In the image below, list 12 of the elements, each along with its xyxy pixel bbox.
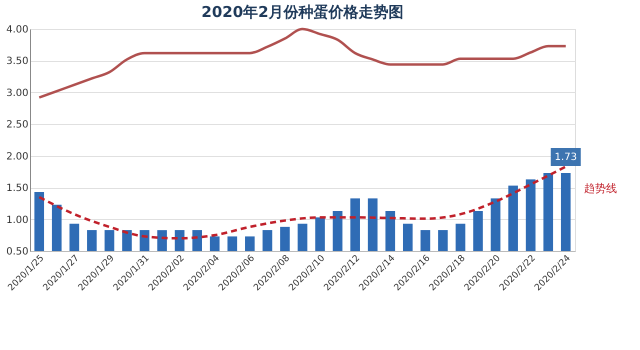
y-tick-label: 1.00 — [6, 214, 28, 226]
y-tick-label: 0.50 — [6, 246, 28, 258]
y-tick-label: 3.00 — [6, 88, 28, 99]
y-tick-label: 2.50 — [6, 120, 28, 131]
y-tick-label: 4.00 — [6, 24, 28, 36]
y-tick-label: 3.50 — [6, 56, 28, 68]
data-label: 1.73 — [554, 152, 577, 163]
text: 趋势线 — [584, 182, 617, 195]
chart-title: 2020年2月份种蛋价格走势图 — [201, 3, 404, 21]
y-tick-label: 1.50 — [6, 183, 28, 194]
line-series — [38, 28, 568, 99]
y-tick-label: 2.00 — [6, 151, 28, 162]
